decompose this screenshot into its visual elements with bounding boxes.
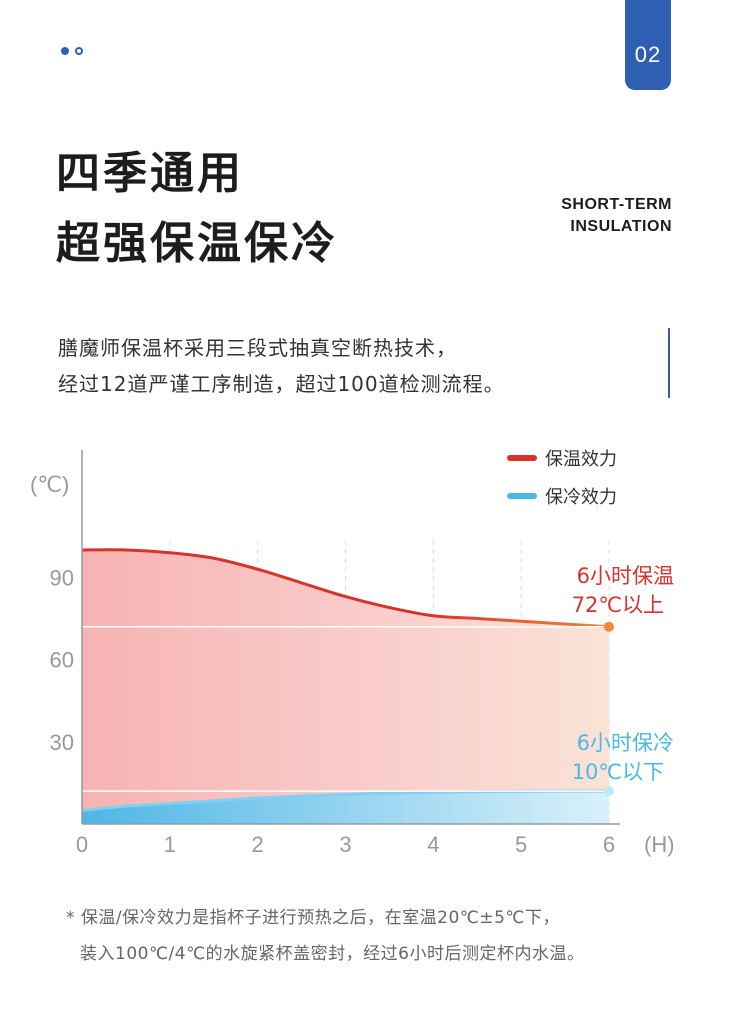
warm-series-line — [81, 548, 610, 629]
x-tick-label: 5 — [515, 832, 527, 857]
description: 膳魔师保温杯采用三段式抽真空断热技术， 经过12道严谨工序制造，超过100道检测… — [58, 330, 505, 402]
warm-endpoint — [604, 621, 614, 632]
x-tick-label: 3 — [339, 832, 351, 857]
warm-area — [82, 549, 609, 824]
cold-annotation-line-2: 10℃以下 — [572, 760, 664, 784]
footnote: * 保温/保冷效力是指杯子进行预热之后，在室温20℃±5℃下， 装入100℃/4… — [66, 900, 585, 972]
x-tick-label: 0 — [76, 832, 88, 857]
legend-label-cold: 保冷效力 — [545, 487, 617, 508]
warm-annotation-line-2: 72℃以上 — [572, 593, 664, 617]
english-subtitle-line-1: SHORT-TERM — [561, 196, 672, 213]
y-axis-label: (℃) — [30, 472, 69, 497]
indicator-dot-hollow — [75, 47, 83, 55]
cold-endpoint — [604, 786, 614, 797]
cold-area — [82, 791, 609, 824]
page-number-tab: 02 — [625, 0, 671, 90]
x-axis-label: (H) — [644, 832, 675, 857]
english-subtitle: SHORT-TERM INSULATION — [561, 194, 672, 238]
description-line-1: 膳魔师保温杯采用三段式抽真空断热技术， — [58, 336, 457, 360]
y-tick-label: 30 — [50, 730, 74, 755]
y-tick-label: 90 — [50, 565, 74, 590]
x-tick-label: 1 — [164, 832, 176, 857]
legend-label-warm: 保温效力 — [545, 449, 617, 470]
warm-annotation-line-1: 6小时保温 — [577, 564, 674, 588]
page-number: 02 — [634, 42, 662, 67]
cold-annotation-line-1: 6小时保冷 — [577, 731, 674, 755]
title-line-2: 超强保温保冷 — [56, 218, 338, 269]
x-tick-label: 6 — [603, 832, 615, 857]
indicator-dot-filled — [61, 47, 69, 55]
english-subtitle-line-2: INSULATION — [570, 218, 672, 235]
temperature-chart: 0 1 2 3 4 5 6 30 60 90 (℃) (H) 保温效力 保冷效力 6小时保温 72… — [30, 449, 675, 857]
x-tick-label: 4 — [427, 832, 439, 857]
x-tick-label: 2 — [252, 832, 264, 857]
footnote-line-1: * 保温/保冷效力是指杯子进行预热之后，在室温20℃±5℃下， — [66, 908, 561, 928]
y-tick-label: 60 — [50, 648, 74, 673]
description-line-2: 经过12道严谨工序制造，超过100道检测流程。 — [58, 372, 505, 396]
legend: 保温效力 保冷效力 — [507, 449, 617, 508]
page-indicator-dots — [61, 47, 83, 55]
accent-divider — [668, 328, 670, 398]
title-line-1: 四季通用 — [56, 148, 244, 199]
footnote-line-2: 装入100℃/4℃的水旋紧杯盖密封，经过6小时后测定杯内水温。 — [80, 944, 585, 964]
